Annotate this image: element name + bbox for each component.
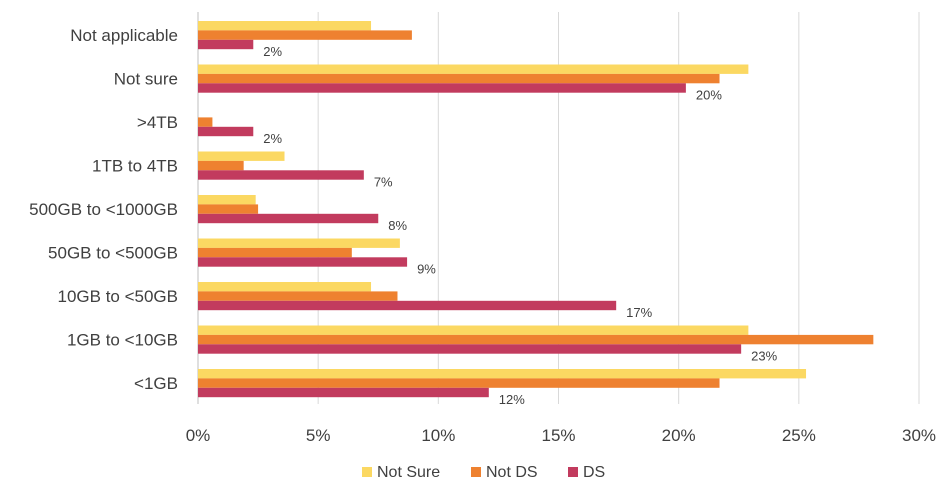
legend: Not Sure Not DS DS <box>362 464 605 481</box>
bar-not-sure <box>198 64 749 74</box>
bar-ds <box>198 39 254 50</box>
category-label: Not applicable <box>70 26 178 45</box>
bar-not-ds <box>198 378 720 388</box>
bar-not-ds <box>198 160 244 171</box>
bar-ds <box>198 170 364 180</box>
category-label: <1GB <box>134 374 178 393</box>
category-label: Not sure <box>114 70 178 89</box>
x-tick-label: 20% <box>662 426 696 445</box>
x-tick-labels: 0% 5% 10% 15% 20% 25% 30% <box>186 426 936 445</box>
bar-not-ds <box>198 30 412 40</box>
x-tick-label: 15% <box>541 426 575 445</box>
x-tick-label: 30% <box>902 426 936 445</box>
data-label: 9% <box>417 262 436 277</box>
legend-swatch-ds <box>568 467 578 477</box>
bar-not-sure <box>198 195 256 205</box>
x-tick-label: 0% <box>186 426 211 445</box>
bar-ds <box>198 344 742 354</box>
legend-label: DS <box>583 464 605 481</box>
bar-ds <box>198 83 686 93</box>
category-label: 10GB to <50GB <box>58 287 179 306</box>
data-label: 12% <box>499 392 525 407</box>
data-label: 17% <box>626 305 652 320</box>
bar-not-sure <box>198 282 372 292</box>
category-label: >4TB <box>137 113 178 132</box>
data-label: 23% <box>751 349 777 364</box>
x-tick-label: 5% <box>306 426 331 445</box>
bar-not-sure <box>198 369 807 379</box>
legend-label: Not Sure <box>377 464 440 481</box>
bar-ds <box>198 387 489 398</box>
bar-not-ds <box>198 247 352 258</box>
x-tick-label: 10% <box>421 426 455 445</box>
data-label: 2% <box>263 131 282 146</box>
x-tick-label: 25% <box>782 426 816 445</box>
legend-swatch-not-sure <box>362 467 372 477</box>
bar-not-sure <box>198 151 285 161</box>
bar-not-sure <box>198 21 372 31</box>
bars <box>198 21 874 398</box>
data-label: 7% <box>374 175 393 190</box>
data-labels: 2% 20% 2% 7% 8% 9% 17% 23% 12% <box>263 44 777 407</box>
bar-ds <box>198 300 617 311</box>
bar-ds <box>198 126 254 137</box>
bar-not-ds <box>198 117 213 127</box>
bar-not-sure <box>198 325 749 335</box>
legend-label: Not DS <box>486 464 538 481</box>
bar-ds <box>198 213 379 224</box>
data-label: 20% <box>696 88 722 103</box>
category-label: 500GB to <1000GB <box>29 200 178 219</box>
bar-not-ds <box>198 204 259 214</box>
bar-ds <box>198 257 408 267</box>
category-label: 1TB to 4TB <box>92 157 178 176</box>
category-label: 50GB to <500GB <box>48 244 178 263</box>
bar-not-sure <box>198 238 400 248</box>
bar-not-ds <box>198 73 720 84</box>
category-labels: Not applicable Not sure >4TB 1TB to 4TB 500G… <box>29 26 178 393</box>
legend-swatch-not-ds <box>471 467 481 477</box>
bar-not-ds <box>198 291 398 301</box>
bar-not-ds <box>198 334 874 345</box>
category-label: 1GB to <10GB <box>67 331 178 350</box>
data-label: 2% <box>263 44 282 59</box>
data-label: 8% <box>388 218 407 233</box>
